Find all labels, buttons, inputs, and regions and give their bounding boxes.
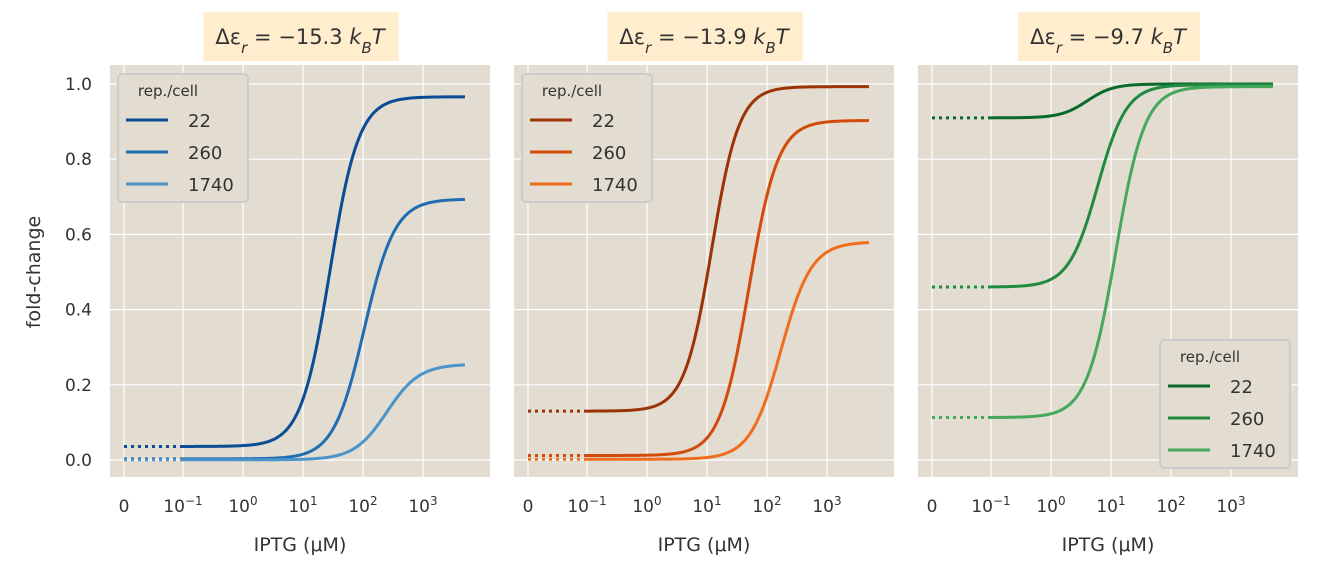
panel-2: 0 10−1 100 101 102 103 IPTG (μM) Δεr = −13.9 kB… — [514, 12, 894, 556]
x-tick-label: 102 — [1156, 494, 1185, 517]
x-tick-label: 103 — [812, 494, 841, 517]
x-tick-label: 101 — [288, 494, 317, 517]
y-tick-label: 0.0 — [65, 451, 92, 471]
x-axis-label: IPTG (μM) — [1062, 534, 1155, 556]
x-tick-label: 10−1 — [567, 494, 606, 517]
legend-label-260: 260 — [188, 143, 222, 164]
y-tick-label: 0.6 — [65, 225, 92, 245]
legend-label-22: 22 — [592, 111, 615, 132]
title-box — [203, 12, 399, 61]
legend-label-1740: 1740 — [592, 175, 638, 196]
x-axis-label: IPTG (μM) — [254, 534, 347, 556]
series-22-curve — [587, 85, 869, 413]
legend: rep./cell 22 260 1740 — [521, 73, 653, 203]
legend-label-1740: 1740 — [1230, 441, 1276, 462]
legend-label-22: 22 — [1230, 377, 1253, 398]
x-axis-label: IPTG (μM) — [658, 534, 751, 556]
legend-title: rep./cell — [542, 82, 602, 100]
legend-title: rep./cell — [1180, 348, 1240, 366]
x-tick-label: 103 — [408, 494, 437, 517]
x-tick-label: 101 — [692, 494, 721, 517]
panel-1: 0.0 0.2 0.4 0.6 0.8 1.0 0 10−1 100 101 102 103 IPTG … — [65, 12, 490, 556]
title-box — [1018, 12, 1201, 61]
x-tick-label: 100 — [632, 494, 661, 517]
y-tick-label: 0.2 — [65, 376, 92, 396]
x-tick-label: 0 — [523, 497, 534, 517]
series-260-curve — [990, 83, 1273, 289]
x-tick-label: 102 — [752, 494, 781, 517]
y-tick-label: 0.8 — [65, 150, 92, 170]
x-tick-label: 101 — [1096, 494, 1125, 517]
legend-title: rep./cell — [138, 82, 198, 100]
series-1740-curve — [991, 85, 1273, 419]
series-1740-curve — [183, 363, 466, 462]
series-22-curve — [183, 95, 465, 448]
y-tick-label: 1.0 — [65, 75, 92, 95]
legend-label-1740: 1740 — [188, 175, 234, 196]
series-1740-curve — [587, 241, 870, 461]
series-260-curve — [587, 119, 869, 457]
legend-box — [521, 73, 653, 203]
panel-3: 0 10−1 100 101 102 103 IPTG (μM) Δεr = −9.7 kBT… — [918, 12, 1298, 556]
legend-label-260: 260 — [1230, 409, 1264, 430]
y-tick-label: 0.4 — [65, 301, 92, 321]
y-axis-label: fold-change — [23, 216, 45, 328]
legend-box — [117, 73, 249, 203]
x-tick-label: 10−1 — [971, 494, 1010, 517]
x-tick-label: 0 — [927, 497, 938, 517]
x-tick-label: 10−1 — [163, 494, 202, 517]
legend: rep./cell 22 260 1740 — [117, 73, 249, 203]
panel-title: Δεr = −13.9 kBT — [619, 25, 790, 57]
panels: 0.0 0.2 0.4 0.6 0.8 1.0 0 10−1 100 101 102 103 IPTG … — [65, 12, 1298, 556]
panel-title: Δεr = −9.7 kBT — [1030, 25, 1188, 57]
legend-label-22: 22 — [188, 111, 211, 132]
x-tick-label: 102 — [348, 494, 377, 517]
legend-label-260: 260 — [592, 143, 626, 164]
x-tick-label: 0 — [119, 497, 130, 517]
legend: rep./cell 22 260 1740 — [1159, 339, 1291, 469]
title-box — [607, 12, 803, 61]
x-tick-label: 100 — [1036, 494, 1065, 517]
x-tick-label: 100 — [228, 494, 257, 517]
legend-box — [1159, 339, 1291, 469]
x-tick-label: 103 — [1216, 494, 1245, 517]
panel-title: Δεr = −15.3 kBT — [215, 25, 386, 57]
